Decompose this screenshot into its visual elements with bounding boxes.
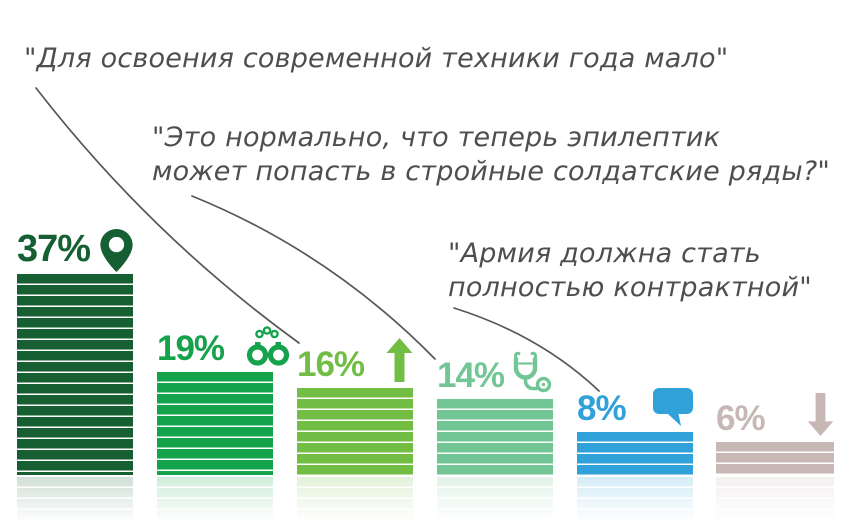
percent-value: 16% bbox=[297, 345, 365, 385]
quote-service-term: "Для освоения современной техники года м… bbox=[24, 43, 729, 74]
percent-value: 37% bbox=[17, 228, 91, 271]
percent-value: 8% bbox=[577, 388, 627, 428]
bar-37 bbox=[17, 274, 133, 475]
bar-8 bbox=[577, 431, 693, 475]
arrow-down-icon bbox=[807, 393, 834, 437]
bar-label-16: 16% bbox=[297, 338, 413, 385]
bar-6-reflection bbox=[716, 477, 834, 527]
bar-label-37: 37% bbox=[17, 228, 133, 273]
bar-group-8: 8% bbox=[577, 0, 693, 531]
bar-19 bbox=[157, 371, 273, 475]
quote-contract-army: "Армия должна стать полностью контрактно… bbox=[448, 238, 812, 303]
bar-group-19: 19% bbox=[157, 0, 290, 531]
percent-value: 6% bbox=[716, 399, 766, 439]
bar-label-8: 8% bbox=[577, 387, 693, 428]
handcuffs-icon bbox=[245, 326, 291, 366]
bar-group-37: 37% bbox=[17, 0, 133, 531]
percent-value: 19% bbox=[157, 328, 225, 368]
bar-label-6: 6% bbox=[716, 393, 834, 439]
bar-6 bbox=[716, 442, 834, 475]
bar-16 bbox=[297, 388, 413, 475]
bar-16-reflection bbox=[297, 477, 413, 527]
bar-label-14: 14% bbox=[437, 351, 553, 393]
bar-group-14: 14% bbox=[437, 0, 553, 531]
map-pin-icon bbox=[100, 229, 133, 273]
bar-19-reflection bbox=[157, 477, 273, 527]
bar-group-6: 6% bbox=[716, 0, 834, 531]
bar-label-19: 19% bbox=[157, 326, 290, 368]
bar-14 bbox=[437, 399, 553, 475]
speech-bubble-icon bbox=[653, 387, 693, 426]
arrow-up-icon bbox=[386, 338, 413, 383]
quote-epileptic: "Это нормально, что теперь эпилептик мож… bbox=[152, 122, 830, 187]
stethoscope-icon bbox=[507, 351, 553, 393]
bar-14-reflection bbox=[437, 477, 553, 527]
bar-8-reflection bbox=[577, 477, 693, 527]
bar-group-16: 16% bbox=[297, 0, 413, 531]
bar-37-reflection bbox=[17, 477, 133, 527]
percent-value: 14% bbox=[437, 356, 505, 395]
